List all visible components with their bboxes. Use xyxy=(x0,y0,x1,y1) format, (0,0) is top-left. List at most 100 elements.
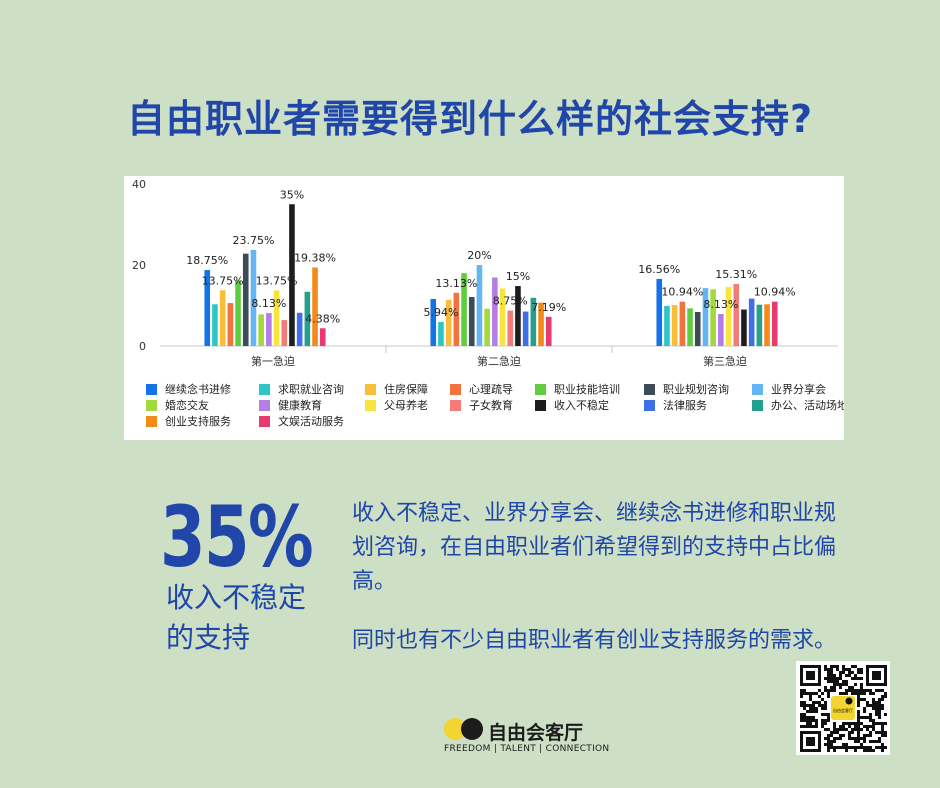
qr-module xyxy=(836,677,839,680)
qr-module xyxy=(860,737,863,740)
qr-module xyxy=(806,722,809,725)
qr-module xyxy=(845,746,848,749)
qr-module xyxy=(875,707,878,710)
qr-module xyxy=(845,689,848,692)
bar-求职就业咨询 xyxy=(212,304,218,346)
qr-module xyxy=(833,683,836,686)
qr-module xyxy=(842,680,845,683)
qr-module xyxy=(842,722,845,725)
qr-module xyxy=(824,722,827,725)
qr-module xyxy=(860,743,863,746)
qr-module xyxy=(830,668,833,671)
qr-module xyxy=(830,674,833,677)
qr-module xyxy=(848,722,851,725)
qr-module xyxy=(839,746,842,749)
qr-module xyxy=(863,749,866,752)
qr-module xyxy=(839,692,842,695)
qr-module xyxy=(800,725,803,728)
brand-tagline: FREEDOM | TALENT | CONNECTION xyxy=(444,744,610,754)
legend-swatch xyxy=(365,384,376,395)
qr-module xyxy=(878,716,881,719)
qr-module xyxy=(845,743,848,746)
qr-module xyxy=(809,704,812,707)
qr-module xyxy=(857,704,860,707)
qr-code[interactable]: 自由会客厅 xyxy=(796,661,890,755)
bar-求职就业咨询 xyxy=(664,305,670,346)
bar-健康教育 xyxy=(492,277,498,346)
qr-module xyxy=(857,668,860,671)
qr-module xyxy=(842,746,845,749)
qr-module xyxy=(842,734,845,737)
qr-module xyxy=(833,686,836,689)
qr-module xyxy=(884,731,887,734)
qr-module xyxy=(884,713,887,716)
qr-finder xyxy=(806,671,815,680)
qr-module xyxy=(878,740,881,743)
qr-module xyxy=(827,713,830,716)
data-label: 15.31% xyxy=(715,268,757,281)
legend-swatch xyxy=(752,400,763,411)
qr-module xyxy=(827,740,830,743)
qr-module xyxy=(839,725,842,728)
qr-module xyxy=(857,725,860,728)
bar-子女教育 xyxy=(733,283,740,346)
qr-module xyxy=(818,704,821,707)
qr-module xyxy=(851,665,854,668)
qr-module xyxy=(857,701,860,704)
qr-module xyxy=(860,671,863,674)
qr-module xyxy=(881,728,884,731)
bar-文娱活动服务 xyxy=(545,316,552,346)
qr-module xyxy=(860,716,863,719)
bar-业界分享会 xyxy=(250,249,257,346)
qr-module xyxy=(827,737,830,740)
qr-module xyxy=(881,698,884,701)
qr-module xyxy=(830,671,833,674)
qr-module xyxy=(854,749,857,752)
qr-module xyxy=(872,749,875,752)
qr-module xyxy=(851,737,854,740)
qr-module xyxy=(839,728,842,731)
qr-module xyxy=(824,701,827,704)
qr-module xyxy=(878,707,881,710)
qr-module xyxy=(866,728,869,731)
qr-module xyxy=(854,746,857,749)
bar-创业支持服务 xyxy=(312,267,318,346)
qr-module xyxy=(803,719,806,722)
qr-module xyxy=(869,713,872,716)
bar-办公、活动场地支持 xyxy=(304,291,311,346)
qr-module xyxy=(824,728,827,731)
qr-module xyxy=(800,701,803,704)
legend-label: 收入不稳定 xyxy=(554,398,609,412)
qr-module xyxy=(821,725,824,728)
qr-module xyxy=(872,704,875,707)
bar-住房保障 xyxy=(671,305,678,346)
data-label: 19.38% xyxy=(294,252,336,265)
bar-创业支持服务 xyxy=(764,304,770,346)
qr-module xyxy=(878,701,881,704)
bar-文娱活动服务 xyxy=(771,301,778,346)
qr-module xyxy=(884,722,887,725)
qr-module xyxy=(860,668,863,671)
bar-健康教育 xyxy=(266,313,272,346)
bar-住房保障 xyxy=(445,299,452,346)
qr-module xyxy=(812,707,815,710)
qr-module xyxy=(881,689,884,692)
qr-module xyxy=(845,722,848,725)
qr-module xyxy=(857,692,860,695)
qr-module xyxy=(839,671,842,674)
qr-module xyxy=(848,689,851,692)
bar-职业技能培训 xyxy=(461,273,467,346)
bar-心理疏导 xyxy=(453,292,460,346)
legend-label: 求职就业咨询 xyxy=(278,382,344,396)
qr-module xyxy=(830,665,833,668)
qr-code-icon: 自由会客厅 xyxy=(800,665,887,752)
qr-module xyxy=(803,725,806,728)
qr-module xyxy=(809,725,812,728)
qr-module xyxy=(857,719,860,722)
qr-module xyxy=(815,701,818,704)
qr-module xyxy=(854,689,857,692)
qr-module xyxy=(833,674,836,677)
qr-module xyxy=(818,689,821,692)
qr-module xyxy=(872,692,875,695)
bar-心理疏导 xyxy=(227,303,234,346)
